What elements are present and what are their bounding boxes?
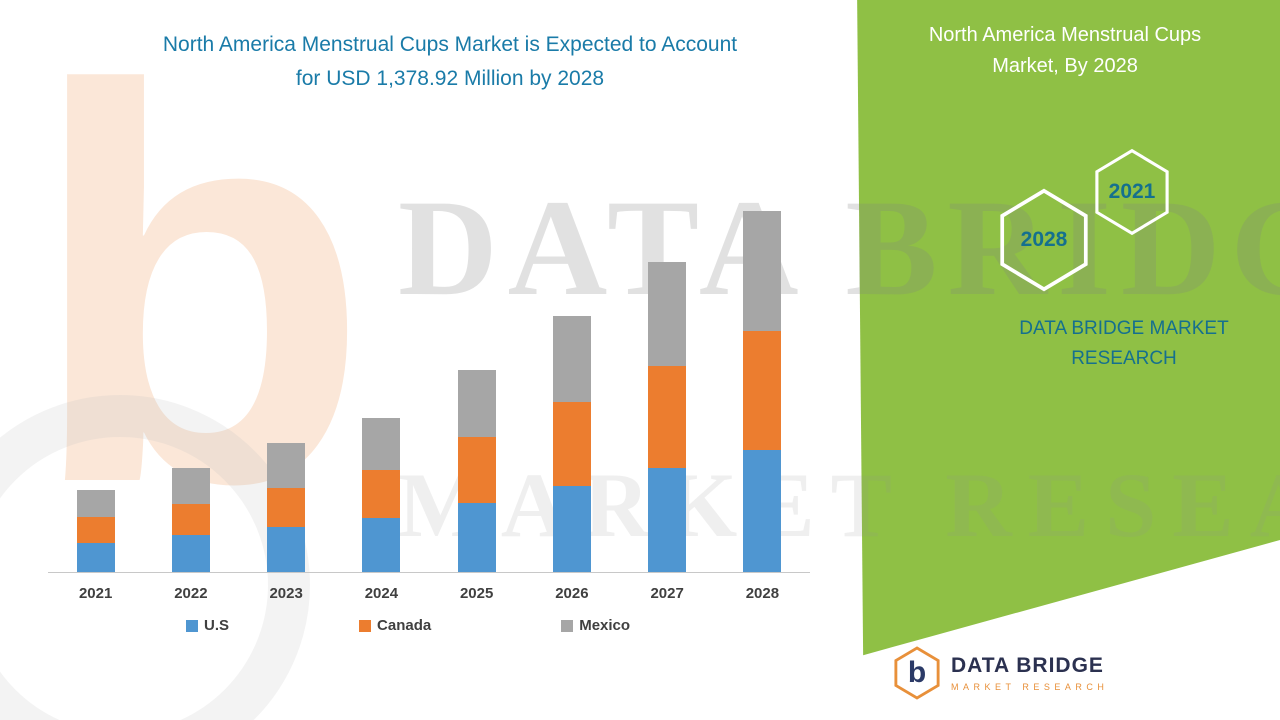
- bar-2025: [429, 193, 524, 572]
- brand-monogram: b: [907, 656, 927, 689]
- legend-label-us: U.S: [204, 617, 230, 634]
- side-panel-title-line1: North America Menstrual Cups: [928, 24, 1202, 46]
- legend-item-canada: Canada: [359, 617, 431, 634]
- bar-2023: [239, 193, 334, 572]
- bar-segment-canada-2025: [457, 437, 496, 504]
- bar-segment-mexico-2022: [171, 468, 210, 505]
- bar-2021: [48, 193, 143, 572]
- x-axis-label-2025: 2025: [459, 585, 494, 602]
- hexagon-2028: 2028: [997, 188, 1091, 292]
- side-panel-brand-line1: DATA BRIDGE MARKET: [1019, 318, 1229, 339]
- bar-segment-us-2023: [267, 527, 306, 572]
- watermark-text-marketresearch: MARKET RESEARCH: [398, 454, 1280, 556]
- bar-segment-us-2028: [743, 450, 782, 572]
- bar-segment-us-2026: [552, 485, 591, 572]
- bar-segment-us-2025: [457, 503, 496, 572]
- side-panel-brand: DATA BRIDGE MARKET RESEARCH: [988, 314, 1260, 375]
- side-panel-background: [857, 0, 1280, 656]
- bar-segment-us-2021: [76, 542, 115, 572]
- side-panel-title: North America Menstrual Cups Market, By …: [880, 20, 1250, 82]
- bar-segment-canada-2022: [171, 504, 210, 536]
- bar-segment-mexico-2021: [76, 490, 115, 518]
- brand-tagline: MARKET RESEARCH: [951, 682, 1109, 692]
- chart-title-line1: North America Menstrual Cups Market is E…: [162, 33, 738, 56]
- plot-area: [48, 193, 810, 573]
- legend-label-mexico: Mexico: [579, 617, 631, 634]
- hexagon-2028-label: 2028: [1020, 228, 1068, 251]
- bar-segment-us-2024: [362, 518, 401, 572]
- bar-segment-canada-2027: [648, 365, 687, 468]
- bar-segment-canada-2026: [552, 401, 591, 486]
- legend-label-canada: Canada: [377, 617, 432, 634]
- bar-segment-canada-2024: [362, 469, 401, 519]
- bar-segment-mexico-2024: [362, 417, 401, 470]
- brand-logo: b DATA BRIDGE MARKET RESEARCH: [893, 646, 1108, 700]
- x-axis-label-2024: 2024: [364, 585, 399, 602]
- chart-legend: U.S Canada Mexico: [48, 617, 810, 634]
- x-axis-label-2028: 2028: [745, 585, 780, 602]
- x-axis-label-2022: 2022: [174, 585, 208, 602]
- bar-2027: [620, 193, 715, 572]
- bar-2024: [334, 193, 429, 572]
- bar-segment-us-2027: [648, 467, 687, 572]
- bar-segment-mexico-2025: [457, 370, 496, 438]
- brand-logo-hexagon: b: [893, 646, 941, 700]
- legend-swatch-canada: [359, 619, 372, 632]
- legend-item-mexico: Mexico: [561, 617, 630, 634]
- bar-2026: [524, 193, 619, 572]
- chart-title-line2: for USD 1,378.92 Million by 2028: [295, 66, 605, 90]
- watermark-text-databridge: DATA BRIDGE: [398, 171, 1280, 324]
- hexagon-outline-icon: [894, 646, 940, 700]
- legend-item-us: U.S: [186, 617, 229, 634]
- bar-segment-canada-2023: [267, 488, 306, 528]
- bar-segment-mexico-2027: [648, 262, 687, 366]
- legend-swatch-mexico: [561, 619, 574, 632]
- legend-swatch-us: [186, 619, 198, 632]
- hexagon-outline-icon: [1095, 148, 1169, 236]
- x-axis-label-2027: 2027: [650, 585, 684, 602]
- brand-logo-text: DATA BRIDGE MARKET RESEARCH: [951, 654, 1108, 692]
- bar-segment-mexico-2028: [743, 210, 782, 331]
- side-panel-brand-line2: RESEARCH: [1071, 348, 1177, 370]
- bar-segment-mexico-2023: [267, 443, 306, 489]
- hexagon-2021: 2021: [1093, 148, 1171, 236]
- bar-2028: [715, 193, 810, 572]
- x-axis-label-2023: 2023: [269, 585, 303, 602]
- x-axis: 2021 2022 2023 2024 2025 2026 2027 2028: [48, 585, 810, 602]
- bar-2022: [143, 193, 238, 572]
- chart-title: North America Menstrual Cups Market is E…: [55, 28, 845, 95]
- x-axis-label-2021: 2021: [78, 585, 113, 602]
- x-axis-label-2026: 2026: [555, 585, 589, 602]
- bar-segment-canada-2028: [743, 330, 782, 451]
- hexagon-2021-label: 2021: [1108, 180, 1156, 203]
- bar-segment-canada-2021: [76, 517, 115, 543]
- brand-name: DATA BRIDGE: [951, 654, 1104, 677]
- hexagon-outline-icon: [1000, 188, 1088, 292]
- side-panel-title-line2: Market, By 2028: [992, 55, 1138, 77]
- bar-segment-us-2022: [171, 535, 210, 572]
- bar-segment-mexico-2026: [552, 316, 591, 402]
